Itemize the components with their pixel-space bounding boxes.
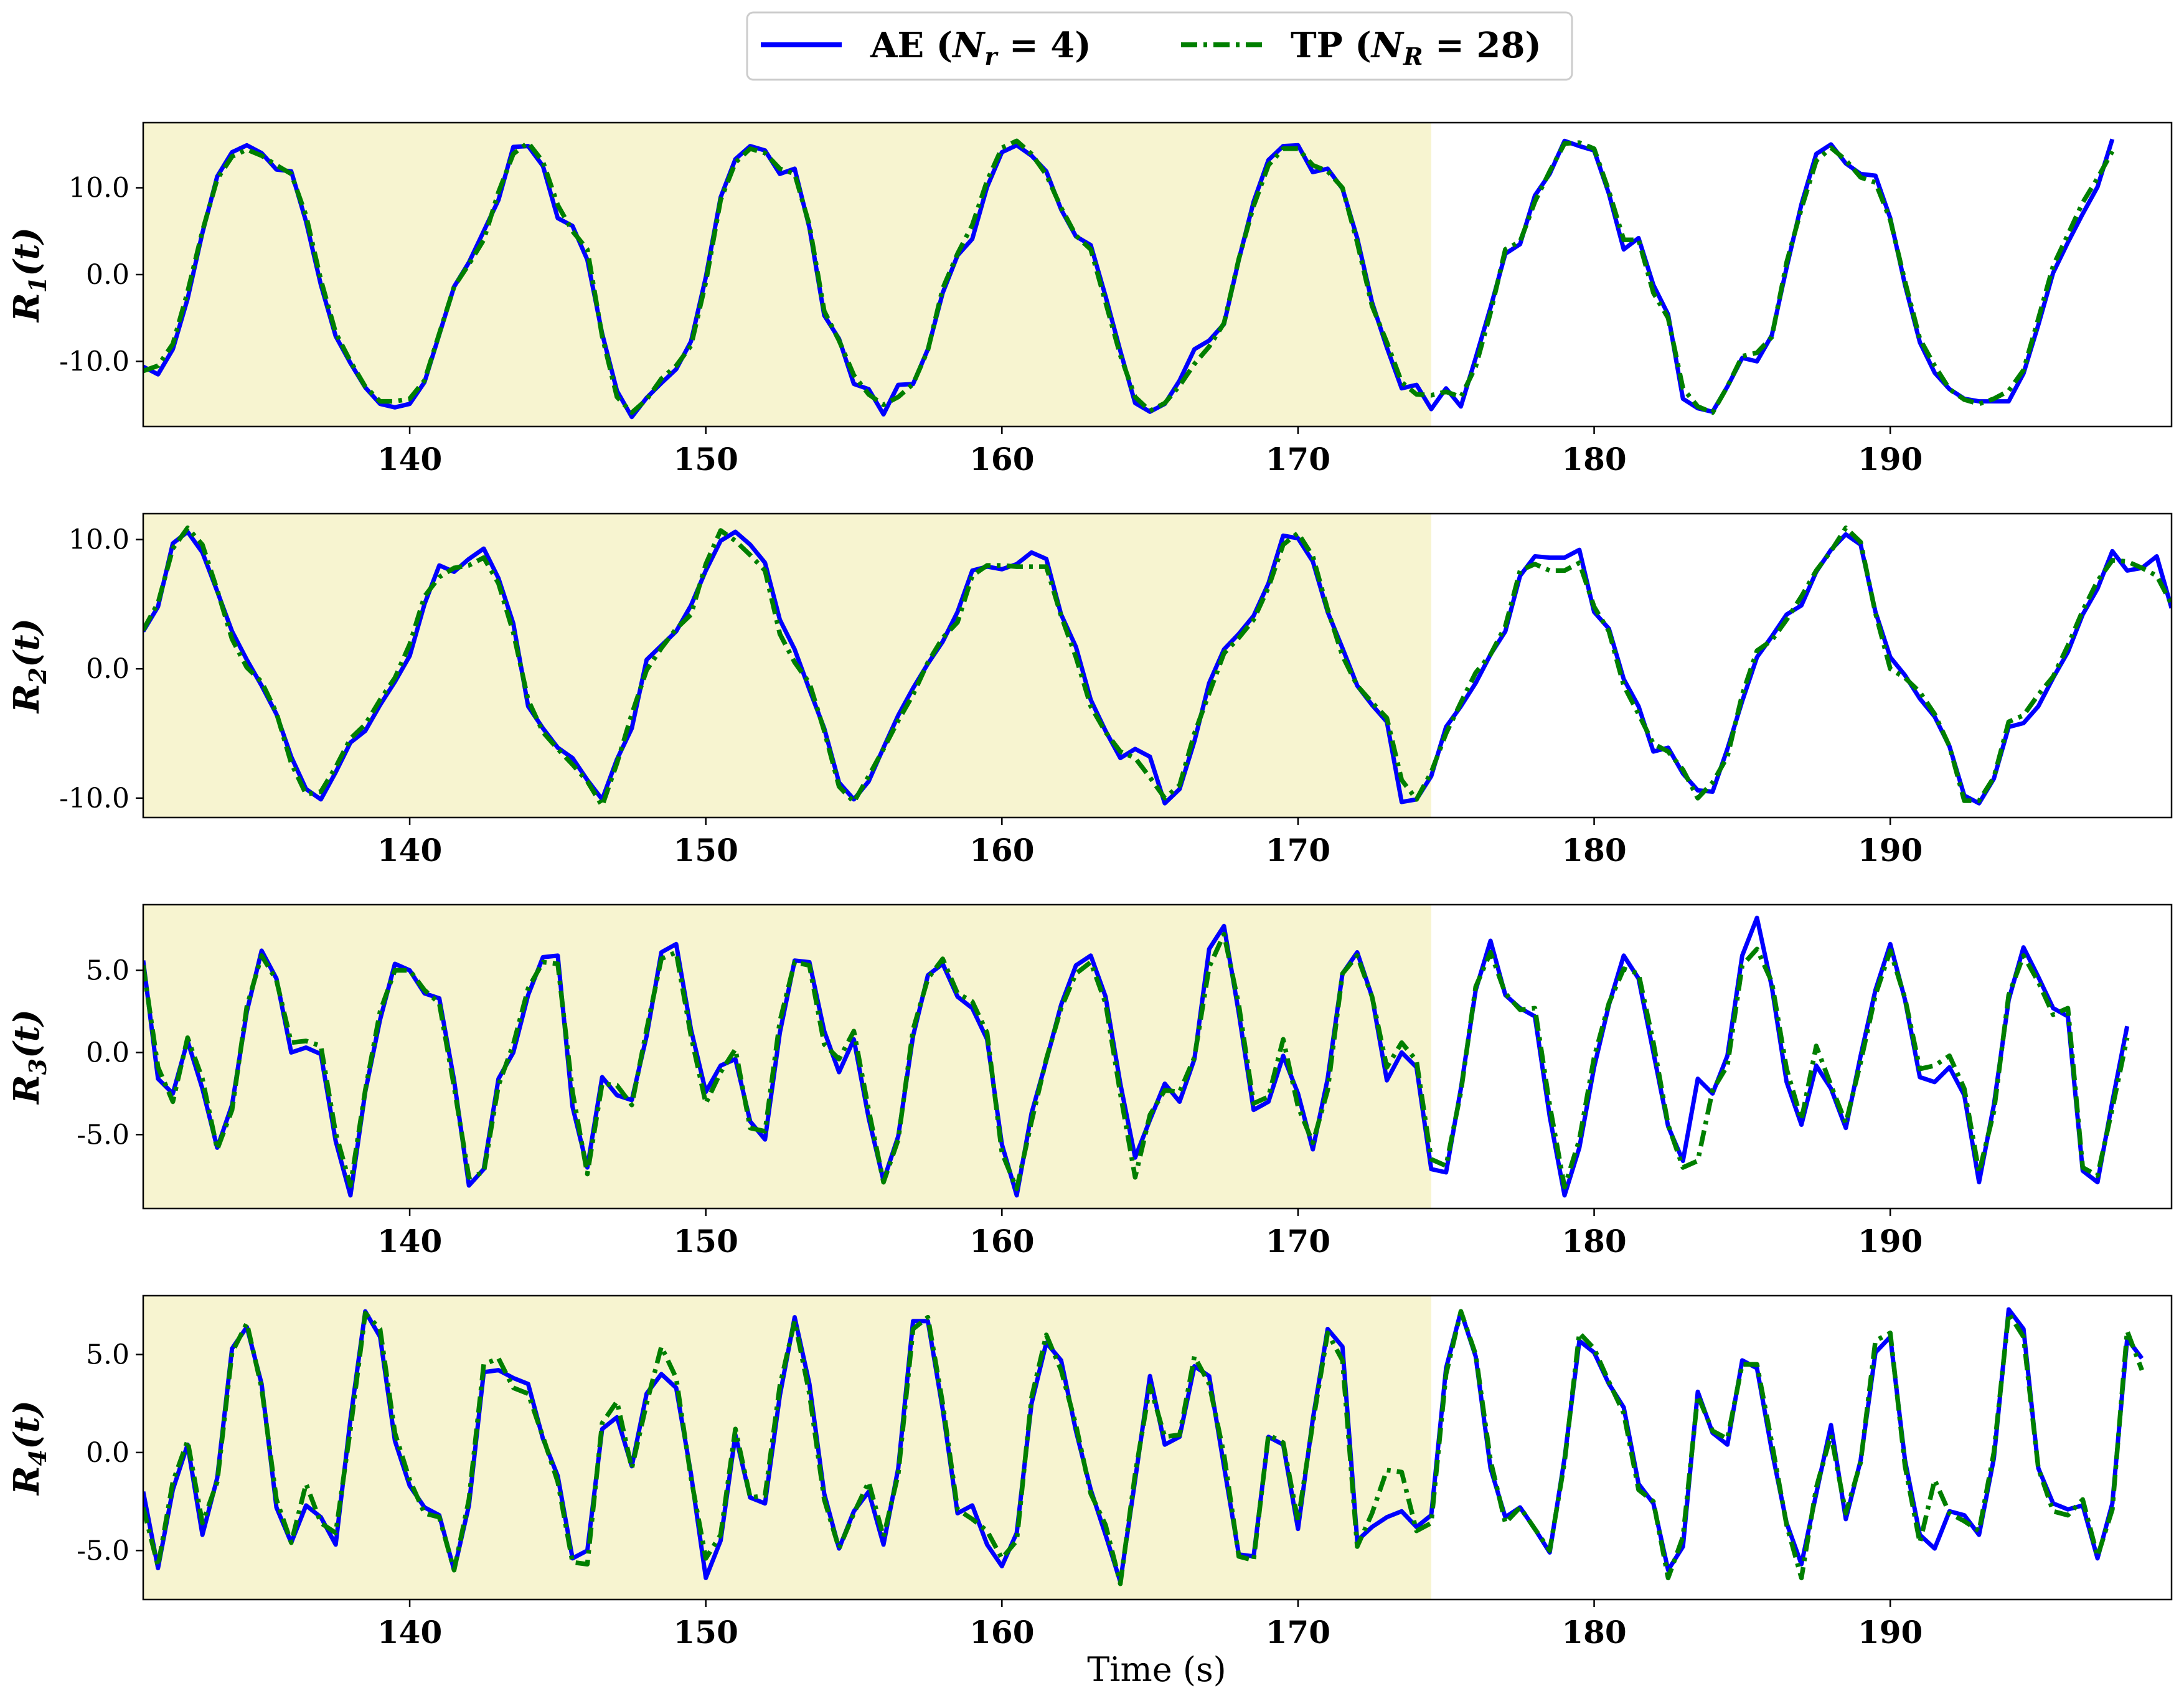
legend-label-ae-sub: r bbox=[984, 42, 999, 70]
y-tick-label: -5.0 bbox=[77, 1535, 129, 1567]
series-line-ae bbox=[143, 915, 2130, 1198]
x-tick-label: 160 bbox=[969, 832, 1034, 869]
x-tick-label: 160 bbox=[969, 1223, 1034, 1260]
axes-frame bbox=[142, 512, 2173, 819]
y-axis-label-sub: 4 bbox=[24, 1449, 52, 1466]
x-tick-label: 190 bbox=[1858, 1223, 1923, 1260]
y-axis-label-tail: (t) bbox=[6, 1009, 47, 1058]
y-axis-label: R4(t) bbox=[6, 1400, 52, 1496]
y-tick-label: 0.0 bbox=[86, 1037, 129, 1068]
series-line-tp bbox=[143, 525, 2172, 809]
panel-3: 140 150 160 170 180 190 5.0 0.0 -5.0 R3(t) bbox=[6, 903, 2173, 1260]
y-axis-label-base: R bbox=[6, 684, 47, 714]
training-region bbox=[143, 905, 1431, 1209]
y-axis-label-tail: (t) bbox=[6, 1400, 47, 1449]
y-tick-label: 10.0 bbox=[68, 172, 129, 204]
legend-label-ae: AE (Nr = 4) bbox=[870, 25, 1091, 70]
x-tick-label: 150 bbox=[673, 441, 738, 478]
y-tick-label: 5.0 bbox=[86, 955, 129, 987]
x-tick-label: 160 bbox=[969, 1614, 1034, 1651]
y-tick-label: 5.0 bbox=[86, 1339, 129, 1370]
y-axis-label: R3(t) bbox=[6, 1009, 52, 1105]
panel-4: 140 150 160 170 180 190 5.0 0.0 -5.0 R4(t) bbox=[6, 1294, 2173, 1651]
x-tick-label: 190 bbox=[1858, 832, 1923, 869]
x-tick-label: 150 bbox=[673, 1614, 738, 1651]
x-tick-label: 190 bbox=[1858, 1614, 1923, 1651]
x-tick-label: 170 bbox=[1266, 441, 1330, 478]
axes-frame bbox=[142, 903, 2173, 1210]
legend-label-tp: TP (NR = 28) bbox=[1291, 25, 1542, 70]
x-tick-label: 180 bbox=[1561, 1223, 1626, 1260]
y-axis-label-sub: 3 bbox=[24, 1058, 52, 1075]
y-tick-label: -10.0 bbox=[59, 346, 129, 377]
y-axis-label-tail: (t) bbox=[6, 227, 47, 276]
x-tick-label: 160 bbox=[969, 441, 1034, 478]
x-tick-label: 140 bbox=[377, 1223, 442, 1260]
x-tick-label: 140 bbox=[377, 832, 442, 869]
x-tick-label: 180 bbox=[1561, 832, 1626, 869]
legend-label-tp-var: N bbox=[1370, 25, 1405, 66]
training-region bbox=[143, 123, 1431, 426]
x-tick-label: 180 bbox=[1561, 1614, 1626, 1651]
y-tick-label: 0.0 bbox=[86, 1437, 129, 1469]
y-axis-label-sub: 2 bbox=[24, 667, 52, 684]
y-axis-label-tail: (t) bbox=[6, 618, 47, 667]
x-tick-label: 190 bbox=[1858, 441, 1923, 478]
y-axis-label: R2(t) bbox=[6, 618, 52, 714]
panel-2: 140 150 160 170 180 190 10.0 0.0 -10.0 R2(t) bbox=[6, 512, 2173, 869]
legend-label-tp-main: TP ( bbox=[1291, 25, 1372, 66]
x-tick-label: 170 bbox=[1266, 832, 1330, 869]
y-tick-label: 0.0 bbox=[86, 259, 129, 291]
x-tick-label: 140 bbox=[377, 441, 442, 478]
series-line-tp bbox=[143, 931, 2130, 1192]
y-axis-label-base: R bbox=[6, 1075, 47, 1105]
x-tick-label: 180 bbox=[1561, 441, 1626, 478]
legend-label-ae-main: AE ( bbox=[870, 25, 953, 66]
series-line-tp bbox=[143, 1309, 2144, 1586]
legend-label-tp-rest: = 28) bbox=[1423, 25, 1542, 66]
x-tick-label: 140 bbox=[377, 1614, 442, 1651]
y-axis-label-base: R bbox=[6, 1466, 47, 1496]
x-tick-label: 170 bbox=[1266, 1223, 1330, 1260]
axes-frame bbox=[142, 1294, 2173, 1601]
y-axis-label: R1(t) bbox=[6, 227, 52, 323]
y-axis-label-base: R bbox=[6, 293, 47, 323]
y-tick-label: 0.0 bbox=[86, 653, 129, 685]
y-tick-label: 10.0 bbox=[68, 524, 129, 556]
legend-box bbox=[746, 11, 1573, 81]
legend: AE (Nr = 4) TP (NR = 28) bbox=[746, 11, 1573, 81]
legend-label-ae-rest: = 4) bbox=[997, 25, 1091, 66]
x-tick-label: 150 bbox=[673, 1223, 738, 1260]
x-axis-title: Time (s) bbox=[1087, 1650, 1226, 1689]
x-tick-label: 150 bbox=[673, 832, 738, 869]
y-axis-label-sub: 1 bbox=[24, 276, 52, 293]
x-tick-label: 170 bbox=[1266, 1614, 1330, 1651]
y-tick-label: -5.0 bbox=[77, 1119, 129, 1151]
series-line-tp bbox=[143, 138, 2115, 415]
legend-label-tp-sub: R bbox=[1403, 42, 1423, 70]
legend-label-ae-var: N bbox=[951, 25, 986, 66]
y-tick-label: -10.0 bbox=[59, 783, 129, 814]
